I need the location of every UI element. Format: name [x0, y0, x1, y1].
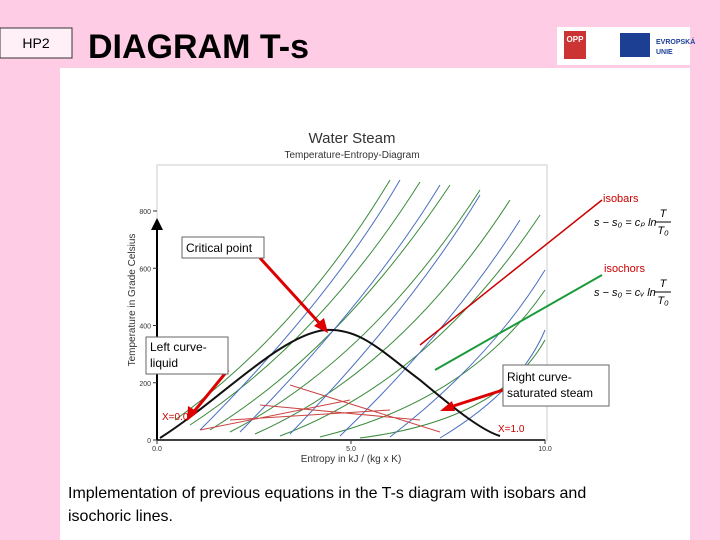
- eu-flag: [620, 33, 650, 57]
- x-tick-label: 10.0: [538, 446, 552, 453]
- plot-frame: [156, 164, 548, 441]
- y-tick-label: 0: [147, 438, 151, 445]
- equation: s − s₀ = cₚ ln: [594, 217, 657, 229]
- y-tick-label: 600: [139, 266, 151, 273]
- critical-point-label: Critical point: [186, 241, 253, 255]
- label: HP2: [22, 35, 49, 51]
- pointer: [258, 256, 324, 328]
- diagram: Water Steam Temperature-Entropy-Diagram …: [127, 130, 552, 465]
- equation-den: T₀: [657, 295, 669, 307]
- isochors-label: isochors: [604, 263, 645, 275]
- pointer: [446, 388, 504, 410]
- callout: [145, 336, 229, 375]
- callout: [502, 364, 610, 407]
- logo-text: UNIE: [656, 49, 673, 56]
- left-curve-label: liquid: [150, 356, 178, 370]
- x-tick-label: 5.0: [346, 446, 356, 453]
- logo-text: OPP: [567, 35, 585, 44]
- annotations: isobars s − s₀ = cₚ ln T T₀ isochors s −…: [145, 193, 671, 421]
- y-tick-label: 400: [139, 324, 151, 331]
- callout: [181, 236, 265, 259]
- logo-text: EVROPSKÁ: [656, 37, 695, 46]
- right-curve-label: Right curve-: [507, 370, 572, 384]
- quality-label: X=1.0: [498, 424, 525, 435]
- label-box: [0, 27, 73, 59]
- pointer-head: [314, 318, 328, 333]
- diagram-subtitle: Temperature-Entropy-Diagram: [284, 150, 419, 161]
- left-curve-label: Left curve-: [150, 340, 207, 354]
- x-axis-label: Entropy in kJ / (kg x K): [301, 454, 402, 465]
- caption: Implementation of previous equations in …: [68, 485, 586, 502]
- saturation-curve: [159, 328, 501, 439]
- right-curve-label: saturated steam: [507, 386, 593, 400]
- equation-num: T: [660, 208, 668, 220]
- pointer: [434, 274, 603, 371]
- diagram-title: Water Steam: [309, 130, 396, 147]
- caption: isochoric lines.: [68, 508, 173, 525]
- logo-mark: [564, 31, 586, 59]
- y-tick-label: 200: [139, 381, 151, 388]
- isobars-label: isobars: [603, 193, 639, 205]
- title: DIAGRAM T-s: [88, 28, 309, 66]
- equation-den: T₀: [657, 225, 669, 237]
- y-tick-label: 800: [139, 209, 151, 216]
- equation-num: T: [660, 278, 668, 290]
- x-tick-label: 0.0: [152, 446, 162, 453]
- pointer-head: [440, 401, 455, 411]
- pointer: [190, 369, 230, 415]
- pointer-head: [187, 406, 198, 421]
- pointer: [419, 199, 603, 346]
- equation: s − s₀ = cᵥ ln: [594, 287, 656, 299]
- quality-label: X=0.0: [162, 412, 189, 423]
- y-axis-label: Temperature in Grade Celsius: [127, 234, 138, 367]
- y-axis-arrow: [151, 218, 163, 230]
